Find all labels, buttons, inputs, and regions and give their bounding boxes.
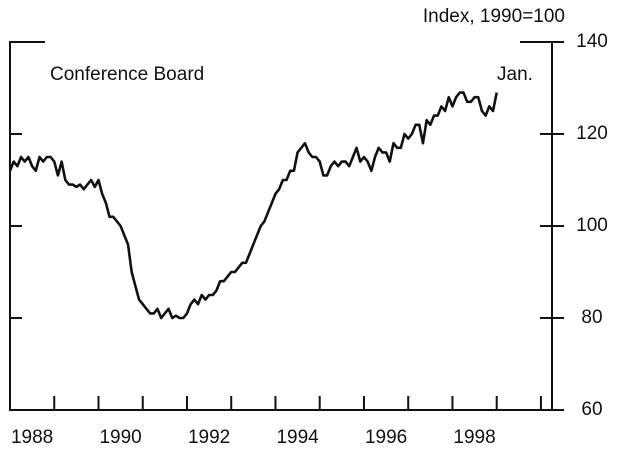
chart-title: Conference Board (50, 64, 204, 85)
x-tick-label: 1994 (276, 427, 319, 448)
x-tick-label: 1998 (453, 427, 495, 448)
x-tick-label: 1992 (188, 427, 230, 448)
y-tick-label: 100 (576, 215, 608, 236)
y-tick-label: 140 (576, 31, 608, 52)
y-tick-label: 60 (581, 399, 602, 420)
y-tick-label: 120 (576, 123, 608, 144)
x-tick-label: 1996 (365, 427, 407, 448)
frame (9, 41, 553, 411)
annotation: Jan. (497, 64, 533, 85)
data-line (8, 91, 498, 320)
y-tick-label: 80 (581, 307, 602, 328)
x-tick-label: 1990 (99, 427, 141, 448)
axis-label: Index, 1990=100 (423, 6, 565, 27)
x-tick-label: 1988 (11, 427, 53, 448)
